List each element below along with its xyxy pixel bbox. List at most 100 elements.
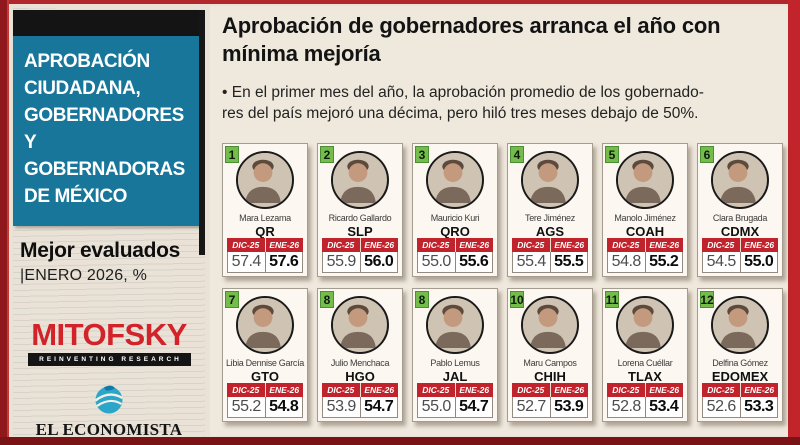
frame-left-stripe <box>0 0 7 445</box>
state-code: QR <box>255 224 275 239</box>
col-header-dic: DIC-25 <box>612 240 640 250</box>
state-code: COAH <box>625 224 665 239</box>
value-ene26: 53.4 <box>644 397 683 417</box>
value-dic25: 55.9 <box>326 253 357 270</box>
value-ene26: 56.0 <box>359 252 398 272</box>
governor-name: Clara Brugada <box>712 213 768 223</box>
governor-name: Tere Jiménez <box>525 213 575 223</box>
state-code: QRO <box>440 224 470 239</box>
person-avatar-icon <box>713 298 763 348</box>
state-code: JAL <box>442 369 468 384</box>
subtitle-best-rated: Mejor evaluados <box>20 238 181 262</box>
mitofsky-logo-block: MITOFSKY REINVENTING RESEARCH <box>13 319 205 366</box>
sidebar-divider-line <box>199 10 205 255</box>
col-header-ene: ENE-26 <box>644 383 684 397</box>
main-header: Aprobación de gobernadores arranca el añ… <box>222 12 785 125</box>
card-table-header: DIC-25 ENE-26 <box>607 383 683 397</box>
person-avatar-icon <box>523 153 573 203</box>
col-header-dic: DIC-25 <box>707 385 735 395</box>
governor-card: 7 Libia Dennise García GTO DIC-25 ENE-26… <box>222 288 308 422</box>
col-header-ene: ENE-26 <box>359 238 399 252</box>
state-code: CHIH <box>534 369 566 384</box>
card-table-header: DIC-25 ENE-26 <box>322 383 398 397</box>
governor-card: 12 Delfina Gómez EDOMEX DIC-25 ENE-26 52… <box>697 288 783 422</box>
col-header-ene: ENE-26 <box>549 383 589 397</box>
col-header-dic: DIC-25 <box>327 385 355 395</box>
governor-card: 11 Lorena Cuéllar TLAX DIC-25 ENE-26 52.… <box>602 288 688 422</box>
card-table-header: DIC-25 ENE-26 <box>607 238 683 252</box>
rank-badge: 7 <box>225 291 239 308</box>
state-code: SLP <box>347 224 373 239</box>
rank-badge: 2 <box>320 146 334 163</box>
col-header-ene: ENE-26 <box>739 238 779 252</box>
card-table-values: 55.9 56.0 <box>322 252 398 273</box>
rank-badge: 10 <box>510 291 524 308</box>
value-ene26: 53.3 <box>739 397 778 417</box>
value-ene26: 54.7 <box>454 397 493 417</box>
subtitle-period: |ENERO 2026, % <box>20 266 148 284</box>
rank-badge: 4 <box>510 146 524 163</box>
person-avatar-icon <box>428 298 478 348</box>
sidebar-title: APROBACIÓN CIUDADANA, GOBERNADORES Y GOB… <box>24 51 185 207</box>
card-table-header: DIC-25 ENE-26 <box>227 383 303 397</box>
person-avatar-icon <box>428 153 478 203</box>
rank-badge: 6 <box>700 146 714 163</box>
col-header-dic: DIC-25 <box>422 240 450 250</box>
card-table-header: DIC-25 ENE-26 <box>227 238 303 252</box>
value-dic25: 52.8 <box>611 398 642 415</box>
rank-badge: 12 <box>700 291 714 308</box>
card-table-values: 55.0 54.7 <box>417 397 493 418</box>
governors-grid: 1 Mara Lezama QR DIC-25 ENE-26 57.4 57.6… <box>222 143 788 422</box>
value-dic25: 52.6 <box>706 398 737 415</box>
rank-badge: 11 <box>605 291 619 308</box>
sidebar-title-body: APROBACIÓN CIUDADANA, GOBERNADORES Y GOB… <box>13 36 200 226</box>
rank-badge: 8 <box>320 291 334 308</box>
governor-photo <box>236 296 294 354</box>
person-avatar-icon <box>238 153 288 203</box>
card-table-header: DIC-25 ENE-26 <box>417 383 493 397</box>
card-table-header: DIC-25 ENE-26 <box>512 238 588 252</box>
person-avatar-icon <box>618 298 668 348</box>
col-header-dic: DIC-25 <box>422 385 450 395</box>
card-table-values: 52.8 53.4 <box>607 397 683 418</box>
card-table-header: DIC-25 ENE-26 <box>702 383 778 397</box>
col-header-ene: ENE-26 <box>264 238 304 252</box>
card-table-values: 55.2 54.8 <box>227 397 303 418</box>
card-table-values: 52.6 53.3 <box>702 397 778 418</box>
card-table-values: 52.7 53.9 <box>512 397 588 418</box>
governor-photo <box>426 151 484 209</box>
value-dic25: 54.5 <box>706 253 737 270</box>
governor-name: Maru Campos <box>523 358 577 368</box>
person-avatar-icon <box>713 153 763 203</box>
governor-card: 2 Ricardo Gallardo SLP DIC-25 ENE-26 55.… <box>317 143 403 277</box>
governor-card: 10 Maru Campos CHIH DIC-25 ENE-26 52.7 5… <box>507 288 593 422</box>
card-table-values: 57.4 57.6 <box>227 252 303 273</box>
card-table-values: 54.8 55.2 <box>607 252 683 273</box>
governor-photo <box>616 296 674 354</box>
card-table-header: DIC-25 ENE-26 <box>702 238 778 252</box>
value-dic25: 53.9 <box>326 398 357 415</box>
col-header-dic: DIC-25 <box>612 385 640 395</box>
governor-photo <box>331 151 389 209</box>
col-header-dic: DIC-25 <box>232 240 260 250</box>
value-ene26: 55.6 <box>454 252 493 272</box>
frame-bottom-stripe <box>0 437 800 445</box>
governor-name: Libia Dennise García <box>225 358 305 368</box>
sidebar-title-box: APROBACIÓN CIUDADANA, GOBERNADORES Y GOB… <box>13 10 200 226</box>
value-dic25: 52.7 <box>516 398 547 415</box>
rank-badge: 8 <box>415 291 429 308</box>
col-header-dic: DIC-25 <box>707 240 735 250</box>
value-dic25: 54.8 <box>611 253 642 270</box>
value-ene26: 55.5 <box>549 252 588 272</box>
state-code: GTO <box>251 369 279 384</box>
governor-name: Mauricio Kuri <box>430 213 480 223</box>
governor-card: 8 Pablo Lemus JAL DIC-25 ENE-26 55.0 54.… <box>412 288 498 422</box>
governor-name: Pablo Lemus <box>430 358 480 368</box>
rank-badge: 1 <box>225 146 239 163</box>
governor-name: Mara Lezama <box>239 213 291 223</box>
governor-name: Julio Menchaca <box>330 358 390 368</box>
card-table-header: DIC-25 ENE-26 <box>417 238 493 252</box>
card-table-values: 54.5 55.0 <box>702 252 778 273</box>
col-header-dic: DIC-25 <box>517 240 545 250</box>
